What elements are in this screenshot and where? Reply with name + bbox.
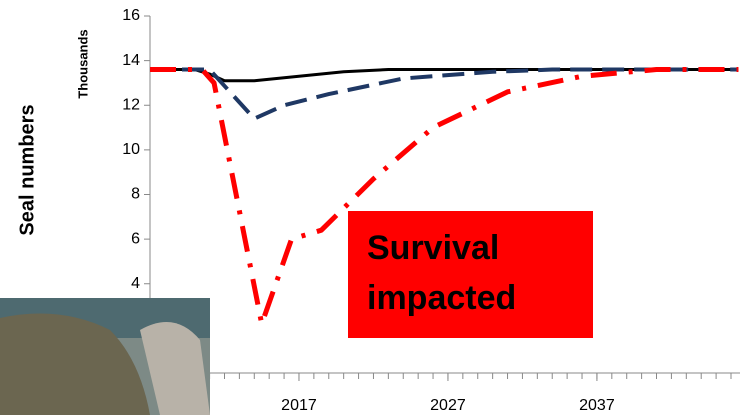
x-tick-label: 2037 (579, 397, 615, 414)
y-axis-label: Seal numbers (16, 104, 38, 235)
y-tick-label: 10 (122, 141, 140, 158)
x-tick-label: 2027 (430, 397, 466, 414)
annotation-text: Survival (367, 229, 499, 267)
y-tick-label: 8 (131, 186, 140, 203)
series-line (150, 67, 739, 121)
photo-seal (0, 313, 150, 415)
annotation-text: impacted (367, 279, 516, 317)
photo-seal-2 (140, 322, 210, 415)
y-tick-label: 4 (131, 275, 140, 292)
y-tick-label: 16 (122, 7, 140, 24)
y-tick-label: 14 (122, 52, 140, 69)
series-line (150, 67, 739, 327)
x-tick-label: 2017 (281, 397, 317, 414)
y-tick-label: 12 (122, 96, 140, 113)
annotation-box (348, 211, 593, 338)
y-unit-label: Thousands (75, 29, 90, 98)
seal-photo (0, 298, 210, 415)
y-tick-label: 6 (131, 230, 140, 247)
